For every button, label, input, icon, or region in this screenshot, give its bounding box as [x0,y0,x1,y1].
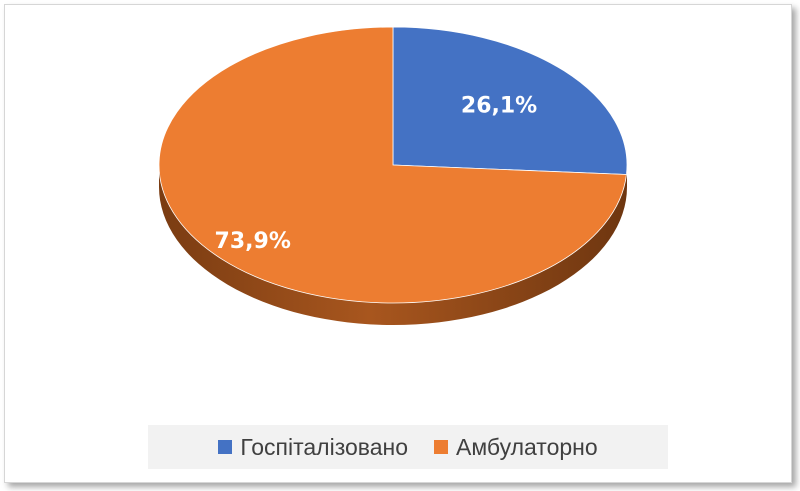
legend-item-0: Госпіталізовано [218,434,408,461]
legend-item-1: Амбулаторно [434,434,598,461]
legend-swatch-0 [218,440,233,454]
pie-slice-0 [392,26,628,175]
legend-label-0: Госпіталізовано [240,433,409,460]
data-label-1: 73,9% [215,229,291,254]
pie-side-wall [159,165,627,325]
legend-swatch-1 [434,440,449,454]
pie-slice-1 [158,26,627,304]
chart-legend: Госпіталізовано Амбулаторно [148,425,668,469]
data-label-0: 26,1% [461,94,537,119]
legend-label-1: Амбулаторно [456,433,598,460]
